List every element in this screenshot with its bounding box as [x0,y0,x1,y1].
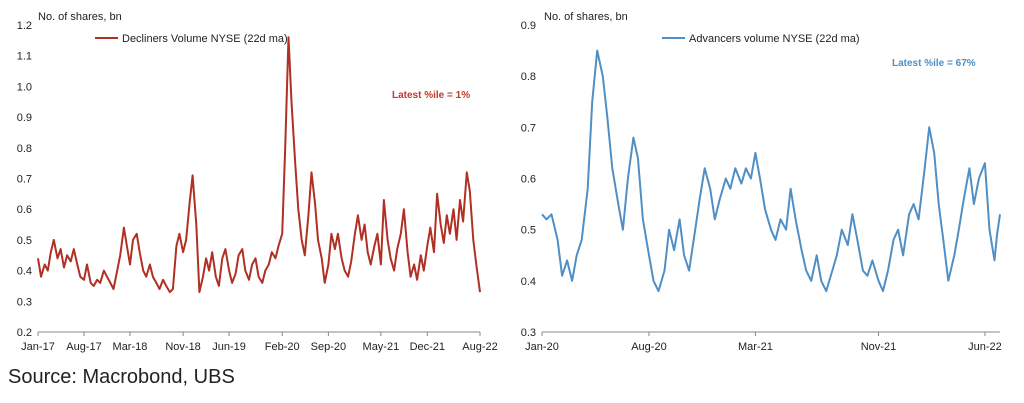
x-tick-label: Jan-17 [21,341,55,353]
y-tick-label: 0.4 [521,276,536,288]
legend-label: Advancers volume NYSE (22d ma) [689,33,860,45]
y-tick-label: 0.7 [521,122,536,134]
legend-label: Decliners Volume NYSE (22d ma) [122,33,288,45]
y-tick-labels: 0.3 0.4 0.5 0.6 0.7 0.8 0.9 [521,20,536,339]
series-line [37,36,481,294]
y-tick-label: 0.6 [17,204,32,216]
x-tick-labels: Jan-17 Aug-17 Mar-18 Nov-18 Jun-19 Feb-20 Sep-… [21,341,498,353]
y-axis-label: No. of shares, bn [544,11,628,23]
x-tick-label: May-21 [363,341,400,353]
x-tick-label: Mar-21 [738,341,773,353]
y-tick-label: 0.6 [521,174,536,186]
latest-percentile-annotation: Latest %ile = 1% [392,90,470,101]
y-tick-label: 0.7 [17,174,32,186]
x-tick-labels: Jan-20 Aug-20 Mar-21 Nov-21 Jun-22 [525,341,1002,353]
source-caption: Source: Macrobond, UBS [8,366,235,388]
y-tick-label: 1.1 [17,51,32,63]
x-tick-label: Aug-17 [66,341,101,353]
y-tick-label: 1.0 [17,81,32,93]
legend: Decliners Volume NYSE (22d ma) [95,33,288,45]
y-tick-label: 0.8 [17,143,32,155]
y-tick-label: 0.9 [17,112,32,124]
y-tick-label: 0.8 [521,71,536,83]
y-tick-label: 1.2 [17,20,32,32]
x-tick-label: Feb-20 [265,341,300,353]
x-tick-label: Aug-22 [462,341,497,353]
x-tick-label: Nov-18 [165,341,200,353]
x-tick-label: Mar-18 [113,341,148,353]
x-axis [37,331,481,336]
x-tick-label: Aug-20 [631,341,666,353]
latest-percentile-annotation: Latest %ile = 67% [892,58,976,69]
x-tick-label: Sep-20 [311,341,346,353]
y-axis-label: No. of shares, bn [38,11,122,23]
x-tick-label: Dec-21 [410,341,445,353]
legend: Advancers volume NYSE (22d ma) [662,33,860,45]
advancers-volume-chart: No. of shares, bn 0.30.40.50.60.70.80.9 … [521,11,1002,353]
x-tick-label: Nov-21 [861,341,896,353]
x-tick-label: Jan-20 [525,341,559,353]
x-tick-label: Jun-19 [212,341,246,353]
y-tick-label: 0.2 [17,327,32,339]
y-tick-label: 0.9 [521,20,536,32]
y-tick-label: 0.3 [17,296,32,308]
y-tick-label: 0.3 [521,327,536,339]
series-line [541,49,1001,293]
x-axis [541,331,1000,336]
series-layer [37,36,481,294]
x-tick-label: Jun-22 [968,341,1002,353]
series-layer [541,49,1001,293]
y-tick-labels: 0.2 0.3 0.4 0.5 0.6 0.7 0.8 0.9 1.0 1.1 1.2 [17,20,32,339]
decliners-volume-chart: No. of shares, bn 0.20.30.40.50.60.70.80… [17,11,498,353]
y-tick-label: 0.5 [17,235,32,247]
y-tick-label: 0.5 [521,225,536,237]
y-tick-label: 0.4 [17,266,32,278]
